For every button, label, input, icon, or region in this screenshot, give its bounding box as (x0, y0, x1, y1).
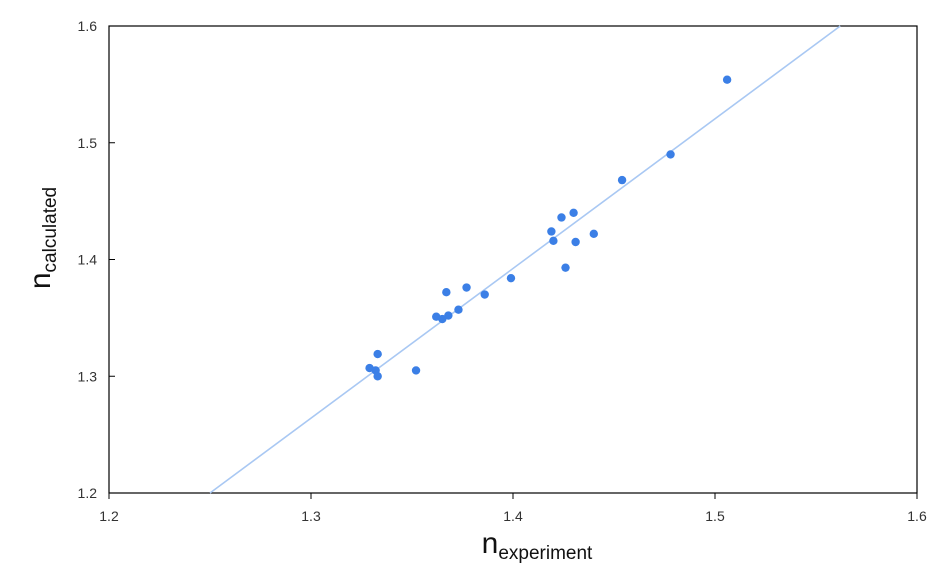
y-axis-title: ncalculated (24, 187, 61, 289)
trendline (209, 25, 841, 494)
data-point (557, 213, 566, 222)
x-axis-title-main: n (482, 527, 499, 560)
y-tick-label: 1.5 (78, 135, 98, 151)
data-point (569, 208, 578, 217)
y-tick-label: 1.2 (78, 485, 98, 501)
data-point (480, 290, 489, 299)
data-point (561, 263, 570, 272)
data-point (589, 229, 598, 239)
data-point (722, 75, 732, 84)
x-tick-label: 1.4 (503, 508, 523, 524)
plot-border (108, 25, 918, 494)
data-point (549, 236, 558, 246)
plot-area (108, 25, 918, 494)
data-point (454, 305, 463, 314)
y-tick-label: 1.3 (78, 368, 98, 384)
data-point (617, 175, 627, 185)
data-point (442, 287, 451, 297)
data-point (666, 150, 675, 159)
data-point (506, 273, 516, 283)
data-point (547, 227, 556, 236)
x-axis-title: nexperiment (482, 527, 593, 564)
x-axis-title-sub: experiment (498, 543, 593, 564)
x-tick-label: 1.2 (99, 508, 119, 524)
data-point (411, 366, 421, 375)
data-point (571, 237, 580, 247)
data-point (444, 311, 453, 320)
y-tick-label: 1.4 (78, 252, 98, 268)
data-point (438, 314, 447, 324)
x-tick-label: 1.6 (907, 508, 927, 524)
x-axis-ticks: 1.2 1.3 1.4 1.5 1.6 (99, 493, 927, 524)
data-point (373, 372, 382, 381)
y-axis-title-main: n (24, 272, 57, 289)
data-point (462, 283, 471, 292)
data-point (373, 349, 382, 359)
y-axis-title-sub: calculated (40, 187, 61, 273)
x-tick-label: 1.3 (301, 508, 321, 524)
data-points (365, 75, 732, 381)
y-axis-ticks: 1.2 1.3 1.4 1.5 1.6 (78, 18, 115, 501)
y-tick-label: 1.6 (78, 18, 98, 34)
x-tick-label: 1.5 (705, 508, 725, 524)
